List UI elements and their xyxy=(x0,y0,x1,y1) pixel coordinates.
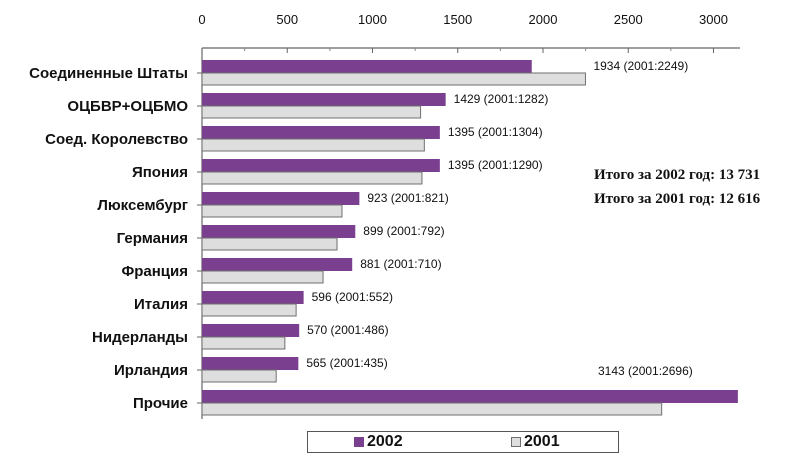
total-2001-text: Итого за 2001 год: 12 616 xyxy=(594,191,761,207)
x-tick-label: 1500 xyxy=(443,12,472,27)
bar-2002 xyxy=(202,324,300,337)
data-label: 1395 (2001:1304) xyxy=(448,125,543,139)
x-tick-label: 0 xyxy=(198,12,205,27)
data-label: 881 (2001:710) xyxy=(360,257,441,271)
data-label: 3143 (2001:2696) xyxy=(598,364,693,378)
chart-legend: 2002 2001 xyxy=(307,431,619,453)
x-tick-label: 2500 xyxy=(614,12,643,27)
legend-swatch-2002 xyxy=(354,437,364,447)
category-label: Нидерланды xyxy=(92,329,188,346)
legend-label-2001: 2001 xyxy=(524,433,560,450)
data-label: 1934 (2001:2249) xyxy=(593,59,688,73)
data-label: 1395 (2001:1290) xyxy=(448,158,543,172)
bar-2001 xyxy=(201,402,663,416)
legend-swatch-2001 xyxy=(511,437,521,447)
bar-2001 xyxy=(201,138,425,152)
bar-2001 xyxy=(201,171,423,185)
bar-2002 xyxy=(202,60,532,73)
category-label: Люксембург xyxy=(97,197,188,214)
legend-item-2002: 2002 xyxy=(354,433,403,451)
bar-2002 xyxy=(202,225,356,238)
legend-label-2002: 2002 xyxy=(367,433,403,450)
bar-2002 xyxy=(202,93,446,106)
data-label: 565 (2001:435) xyxy=(306,356,387,370)
category-label: Соед. Королевство xyxy=(45,131,188,148)
x-tick-label: 1000 xyxy=(358,12,387,27)
bar-2001 xyxy=(201,237,338,251)
bar-2002 xyxy=(202,258,353,271)
category-label: Ирландия xyxy=(114,362,188,379)
bar-2001 xyxy=(201,336,286,350)
data-label: 570 (2001:486) xyxy=(307,323,388,337)
bar-2002 xyxy=(202,291,304,304)
bar-2001 xyxy=(201,303,297,317)
category-label: ОЦБВР+ОЦБМО xyxy=(67,98,188,115)
bar-2002 xyxy=(202,126,440,139)
bar-2001 xyxy=(201,72,586,86)
legend-item-2001: 2001 xyxy=(511,433,560,451)
x-tick-label: 500 xyxy=(276,12,298,27)
x-tick-label: 2000 xyxy=(529,12,558,27)
data-label: 899 (2001:792) xyxy=(363,224,444,238)
data-label: 923 (2001:821) xyxy=(367,191,448,205)
category-label: Япония xyxy=(132,164,188,181)
totals-annotation: Итого за 2002 год: 13 731 Итого за 2001 … xyxy=(594,163,760,211)
category-label: Италия xyxy=(134,296,188,313)
bar-2002 xyxy=(202,390,738,403)
bar-2002 xyxy=(202,192,360,205)
category-label: Соединенные Штаты xyxy=(29,65,188,82)
bar-2002 xyxy=(202,357,299,370)
category-label: Германия xyxy=(117,230,188,247)
category-label: Франция xyxy=(121,263,188,280)
total-2002-text: Итого за 2002 год: 13 731 xyxy=(594,167,761,183)
data-label: 1429 (2001:1282) xyxy=(454,92,549,106)
bar-2002 xyxy=(202,159,440,172)
bar-2001 xyxy=(201,105,422,119)
bar-2001 xyxy=(201,270,324,284)
data-label: 596 (2001:552) xyxy=(312,290,393,304)
bar-2001 xyxy=(201,369,277,383)
bar-2001 xyxy=(201,204,343,218)
category-label: Прочие xyxy=(133,395,188,412)
x-tick-label: 3000 xyxy=(699,12,728,27)
